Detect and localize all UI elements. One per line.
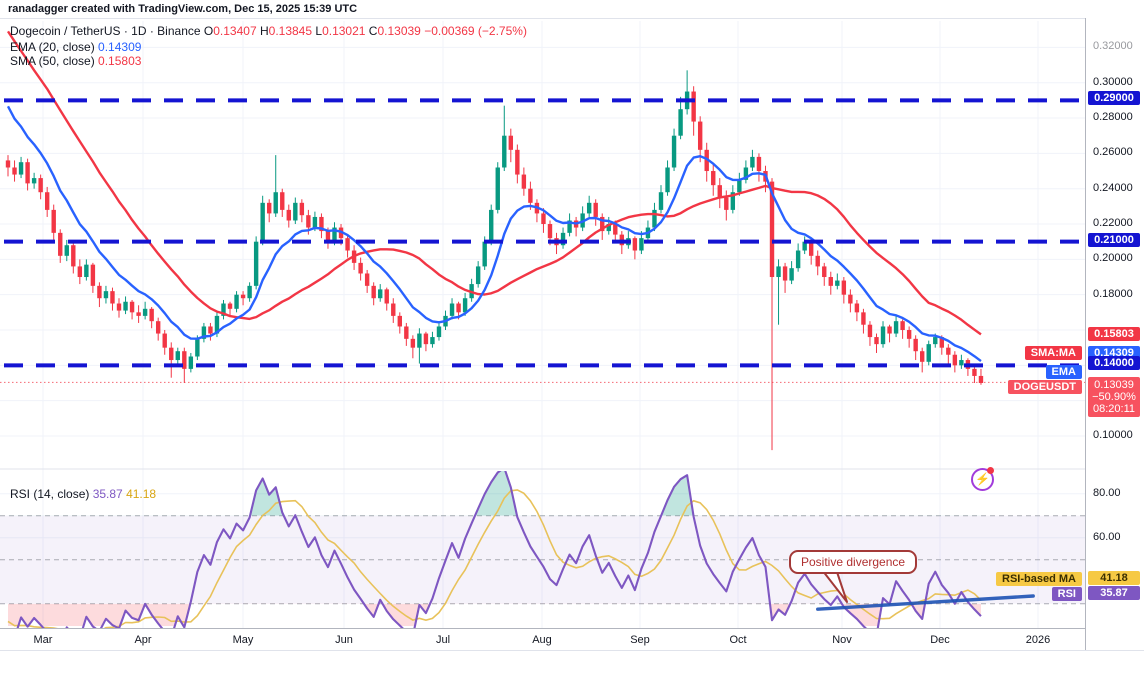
rsi-axis-value: 35.87 xyxy=(1088,586,1140,600)
open-label: O xyxy=(203,24,214,38)
open-value: 0.13407 xyxy=(213,24,257,38)
close-value: 0.13039 xyxy=(377,24,421,38)
time-axis-label[interactable]: Jun xyxy=(335,634,353,646)
rsi-ma-axis-value: 41.18 xyxy=(1088,571,1140,585)
rsi-ma-value: 41.18 xyxy=(126,487,157,501)
sma-axis-value: 0.15803 xyxy=(1088,327,1140,341)
time-axis-label[interactable]: Nov xyxy=(832,634,852,646)
level-axis-value: 0.29000 xyxy=(1088,91,1140,106)
bar-countdown: 08:20:11 xyxy=(1092,403,1135,415)
level-axis-value: 0.21000 xyxy=(1088,232,1140,247)
price-tick-label: 0.20000 xyxy=(1093,252,1133,265)
price-tick-label: 0.28000 xyxy=(1093,111,1133,124)
price-tick-label: 0.10000 xyxy=(1093,429,1133,441)
price-tick-label: 0.22000 xyxy=(1093,217,1133,230)
close-label: C xyxy=(368,24,378,38)
technicals-spark-icon[interactable]: ⚡ xyxy=(971,467,994,491)
low-value: 0.13021 xyxy=(322,24,366,38)
rsi-flag[interactable]: RSI xyxy=(1051,587,1082,601)
last-price-box: 0.13039 −50.90% 08:20:11 xyxy=(1088,377,1140,417)
price-tick-label: 0.32000 xyxy=(1093,40,1133,53)
last-price-percent: −50.90% xyxy=(1092,391,1136,403)
level-axis-value: 0.14000 xyxy=(1088,356,1140,371)
time-axis-label[interactable]: Mar xyxy=(33,634,53,646)
rsi-tick-label: 60.00 xyxy=(1093,530,1121,543)
ema-legend[interactable]: EMA (20, close) 0.14309 xyxy=(10,40,141,54)
symbol-legend[interactable]: Dogecoin / TetherUS · 1D · Binance O0.13… xyxy=(10,24,527,38)
sma-legend[interactable]: SMA (50, close) 0.15803 xyxy=(10,54,141,68)
rsi-value: 35.87 xyxy=(92,487,123,501)
time-axis-label[interactable]: Aug xyxy=(532,634,552,646)
sma-price-flag[interactable]: SMA:MA xyxy=(1024,346,1082,360)
time-axis-label[interactable]: Jul xyxy=(435,634,451,646)
ema-label: EMA (20, close) xyxy=(10,40,95,54)
change-value: −0.00369 (−2.75%) xyxy=(424,24,527,38)
notification-dot xyxy=(987,467,994,474)
time-axis-label[interactable]: Sep xyxy=(630,634,650,646)
rsi-ma-flag[interactable]: RSI-based MA xyxy=(996,572,1082,586)
low-label: L xyxy=(315,24,323,38)
time-axis-label[interactable]: Dec xyxy=(930,634,950,646)
sma-label: SMA (50, close) xyxy=(10,54,95,68)
rsi-tick-label: 80.00 xyxy=(1093,486,1121,499)
price-tick-label: 0.24000 xyxy=(1093,181,1133,194)
price-tick-label: 0.26000 xyxy=(1093,146,1133,159)
rsi-label: RSI (14, close) xyxy=(10,487,90,501)
price-tick-label: 0.18000 xyxy=(1093,287,1133,300)
symbol-price-flag[interactable]: DOGEUSDT xyxy=(1007,380,1082,394)
time-axis-label[interactable]: Apr xyxy=(134,634,152,646)
attribution-text: ranadagger created with TradingView.com,… xyxy=(8,3,358,15)
time-axis-label[interactable]: Oct xyxy=(729,634,747,646)
price-chart-canvas[interactable] xyxy=(0,19,1144,669)
time-axis-label[interactable]: 2026 xyxy=(1025,634,1051,646)
footer-strip: TradingView xyxy=(0,650,1144,697)
sma-value: 0.15803 xyxy=(98,54,142,68)
time-axis[interactable]: Mar Apr May Jun Jul Aug Sep Oct Nov Dec 2026 xyxy=(0,628,1085,651)
ema-price-flag[interactable]: EMA xyxy=(1045,365,1082,379)
rsi-legend[interactable]: RSI (14, close) 35.87 41.18 xyxy=(10,487,156,501)
ema-value: 0.14309 xyxy=(98,40,142,54)
time-axis-label[interactable]: May xyxy=(232,634,254,646)
high-value: 0.13845 xyxy=(268,24,313,38)
price-tick-label: 0.30000 xyxy=(1093,75,1133,88)
chart-area[interactable]: Dogecoin / TetherUS · 1D · Binance O0.13… xyxy=(0,18,1144,651)
last-price-value: 0.13039 xyxy=(1094,379,1134,391)
divergence-annotation[interactable]: Positive divergence xyxy=(789,550,918,574)
high-label: H xyxy=(259,24,269,38)
symbol-title[interactable]: Dogecoin / TetherUS · 1D · Binance xyxy=(10,24,201,38)
